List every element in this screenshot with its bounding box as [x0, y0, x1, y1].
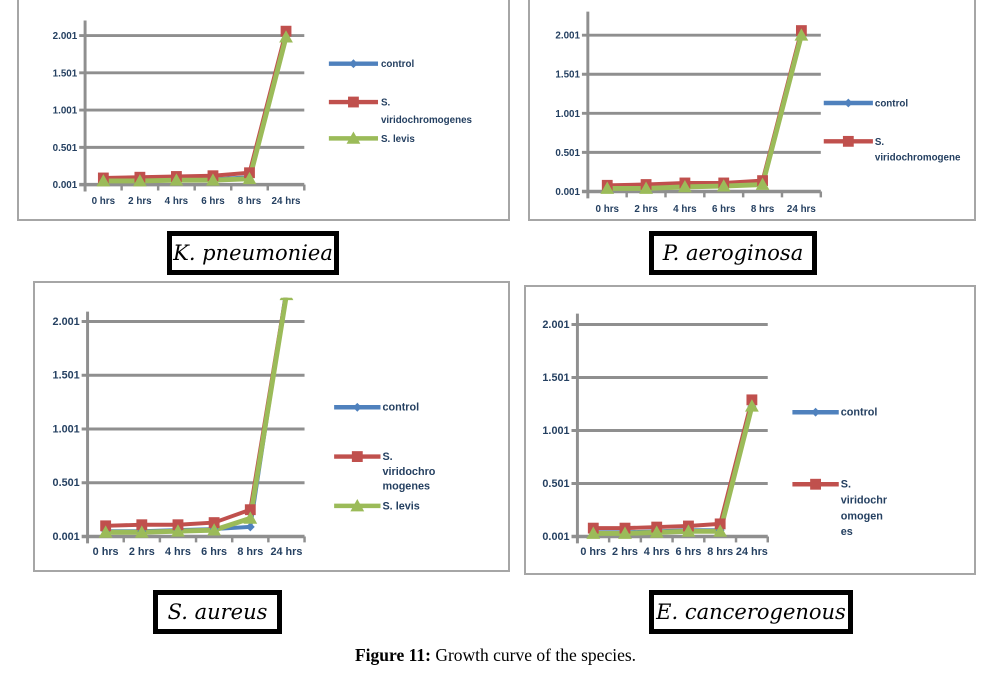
figure-caption-text: Growth curve of the species. [430, 645, 637, 665]
svg-text:0 hrs: 0 hrs [596, 204, 620, 215]
svg-text:omogen: omogen [841, 510, 883, 522]
svg-text:24 hrs: 24 hrs [736, 546, 768, 558]
chart-title-box-e-cancerogenous: E. cancerogenous [649, 590, 853, 634]
chart-panel-k-pneumoniea: 0.001 0.501 1.001 1.501 2.001 0 hrs 2 hrs 4 hrs… [17, 0, 510, 221]
svg-text:control: control [381, 59, 415, 70]
svg-text:1.001: 1.001 [53, 423, 80, 435]
growth-chart-k-pneumoniea: 0.001 0.501 1.001 1.501 2.001 0 hrs 2 hrs 4 hrs… [53, 20, 473, 207]
figure-caption: Figure 11: Growth curve of the species. [0, 645, 991, 666]
svg-text:0.501: 0.501 [53, 143, 78, 154]
svg-text:24 hrs: 24 hrs [272, 196, 301, 207]
svg-text:control: control [382, 402, 419, 414]
chart-title-box-s-aureus: S. aureus [153, 590, 282, 634]
svg-text:8 hrs: 8 hrs [751, 204, 775, 215]
svg-text:2 hrs: 2 hrs [128, 196, 152, 207]
figure-caption-number: Figure 11: [354, 645, 431, 665]
svg-text:2.001: 2.001 [53, 31, 78, 42]
svg-text:0 hrs: 0 hrs [580, 546, 606, 558]
svg-text:S. levis: S. levis [381, 134, 415, 145]
svg-text:1.001: 1.001 [53, 106, 78, 117]
svg-text:6 hrs: 6 hrs [675, 546, 701, 558]
svg-text:mogenes: mogenes [382, 481, 430, 493]
svg-text:2 hrs: 2 hrs [129, 546, 155, 558]
svg-text:8 hrs: 8 hrs [707, 546, 733, 558]
svg-text:0.001: 0.001 [53, 180, 78, 191]
svg-text:4 hrs: 4 hrs [644, 546, 670, 558]
growth-chart-p-aeroginosa: 0.001 0.501 1.001 1.501 2.001 0 hrs 2 hrs 4 hrs… [555, 11, 961, 215]
growth-chart-e-cancerogenous: 0.001 0.501 1.001 1.501 2.001 0 hrs 2 hrs 4 hrs… [542, 313, 888, 558]
svg-text:24 hrs: 24 hrs [271, 546, 303, 558]
svg-text:0.501: 0.501 [555, 148, 580, 159]
svg-text:0.001: 0.001 [53, 531, 80, 543]
chart-title-label: P. aeroginosa [662, 241, 804, 265]
svg-text:2.001: 2.001 [542, 319, 569, 331]
svg-text:1.501: 1.501 [53, 370, 80, 382]
svg-text:2 hrs: 2 hrs [634, 204, 658, 215]
chart-panel-e-cancerogenous: 0.001 0.501 1.001 1.501 2.001 0 hrs 2 hrs 4 hrs… [524, 285, 976, 575]
svg-text:4 hrs: 4 hrs [673, 204, 697, 215]
chart-title-label: S. aureus [167, 600, 268, 624]
svg-text:control: control [875, 98, 909, 109]
svg-text:2.001: 2.001 [53, 316, 80, 328]
svg-text:24 hrs: 24 hrs [787, 204, 816, 215]
svg-text:8 hrs: 8 hrs [237, 546, 263, 558]
svg-text:control: control [841, 407, 878, 419]
svg-text:viridochro: viridochro [382, 466, 435, 478]
chart-title-label: E. cancerogenous [656, 600, 846, 624]
chart-panel-p-aeroginosa: 0.001 0.501 1.001 1.501 2.001 0 hrs 2 hrs 4 hrs… [528, 0, 976, 221]
svg-text:8 hrs: 8 hrs [238, 196, 262, 207]
svg-text:6 hrs: 6 hrs [712, 204, 736, 215]
chart-title-box-k-pneumoniea: K. pneumoniea [167, 231, 339, 275]
svg-text:1.501: 1.501 [542, 372, 569, 384]
svg-text:0.501: 0.501 [53, 477, 80, 489]
svg-text:1.501: 1.501 [53, 68, 78, 79]
growth-chart-s-aureus: 0.001 0.501 1.001 1.501 2.001 0 hrs 2 hrs 4 hrs… [53, 297, 436, 558]
svg-text:S. levis: S. levis [382, 500, 419, 512]
svg-text:viridochromogenes: viridochromogenes [381, 115, 473, 126]
svg-text:0.501: 0.501 [542, 478, 569, 490]
chart-title-box-p-aeroginosa: P. aeroginosa [649, 231, 817, 275]
svg-text:es: es [841, 526, 853, 538]
chart-title-label: K. pneumoniea [173, 241, 333, 265]
svg-text:1.001: 1.001 [542, 425, 569, 437]
svg-text:2 hrs: 2 hrs [612, 546, 638, 558]
svg-text:1.501: 1.501 [555, 70, 580, 81]
svg-text:1.001: 1.001 [555, 109, 580, 120]
svg-text:4 hrs: 4 hrs [165, 196, 189, 207]
svg-text:0.001: 0.001 [542, 531, 569, 543]
chart-panel-s-aureus: 0.001 0.501 1.001 1.501 2.001 0 hrs 2 hrs 4 hrs… [33, 281, 510, 572]
svg-text:0 hrs: 0 hrs [92, 196, 116, 207]
svg-text:S.: S. [841, 479, 851, 491]
svg-text:S.: S. [381, 97, 391, 108]
svg-text:0 hrs: 0 hrs [93, 546, 119, 558]
svg-text:6 hrs: 6 hrs [201, 196, 225, 207]
svg-text:viridochr: viridochr [841, 494, 888, 506]
svg-text:4 hrs: 4 hrs [165, 546, 191, 558]
svg-text:6 hrs: 6 hrs [201, 546, 227, 558]
svg-text:S.: S. [382, 451, 392, 463]
svg-text:S.: S. [875, 137, 885, 148]
svg-text:viridochromogene: viridochromogene [875, 153, 961, 164]
svg-text:2.001: 2.001 [555, 31, 580, 42]
svg-text:0.001: 0.001 [555, 187, 580, 198]
